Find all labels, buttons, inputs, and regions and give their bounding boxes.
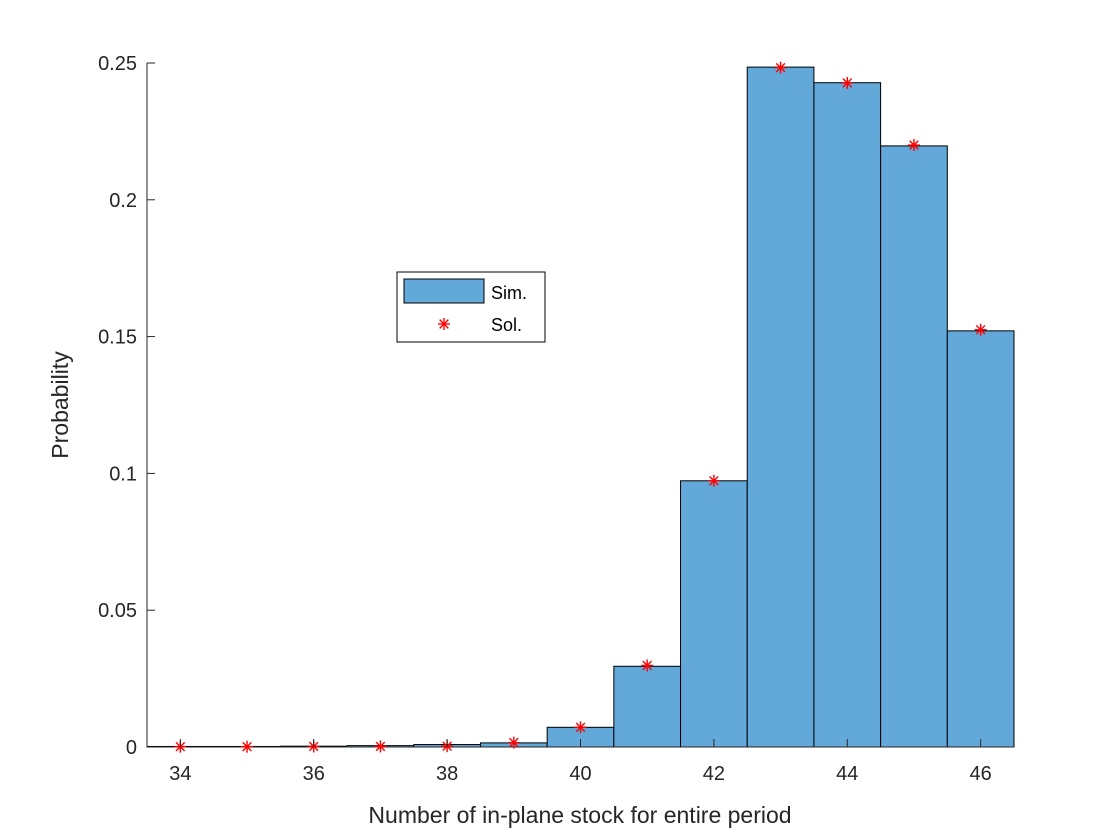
legend-label-sim: Sim. [491, 283, 527, 303]
histogram-bar [880, 145, 948, 748]
y-tick-label: 0.05 [98, 600, 137, 622]
solution-marker [974, 323, 987, 336]
histogram-bar [680, 480, 748, 748]
y-tick-label: 0.25 [98, 53, 137, 75]
legend-asterisk [438, 318, 450, 330]
y-tick-label: 0 [126, 737, 137, 759]
x-tick-label: 46 [970, 763, 992, 785]
legend-marker-sol [438, 318, 450, 330]
y-axis-title: Probability [47, 351, 73, 459]
x-axis-title: Number of in-plane stock for entire peri… [368, 802, 791, 828]
solution-marker [507, 736, 520, 749]
histogram-bar [746, 66, 815, 748]
x-tick-label: 38 [436, 763, 458, 785]
bars-layer [146, 66, 1015, 748]
x-tick-label: 40 [569, 763, 591, 785]
solution-marker [641, 659, 654, 672]
y-tick-label: 0.1 [109, 463, 137, 485]
histogram-bar [813, 82, 882, 748]
solution-marker [841, 76, 854, 89]
legend-swatch-sim [403, 278, 485, 304]
solution-marker [774, 61, 787, 74]
x-tick-label: 44 [836, 763, 858, 785]
y-tick-label: 0.2 [109, 190, 137, 212]
histogram-bar [613, 665, 682, 748]
solution-marker [907, 139, 920, 152]
histogram-bar [946, 330, 1015, 748]
solution-marker [707, 474, 720, 487]
x-tick-label: 34 [169, 763, 191, 785]
ticks-layer: 34 36 38 40 42 44 46 0 0.05 0.1 0.15 0.2 0.25 [98, 53, 992, 785]
solution-marker [241, 740, 254, 753]
y-tick-label: 0.15 [98, 327, 137, 349]
solution-marker [374, 740, 387, 753]
x-tick-label: 42 [703, 763, 725, 785]
legend-label-sol: Sol. [491, 315, 522, 335]
solution-marker [574, 721, 587, 734]
legend: Sim. Sol. [396, 271, 546, 343]
x-tick-label: 36 [303, 763, 325, 785]
